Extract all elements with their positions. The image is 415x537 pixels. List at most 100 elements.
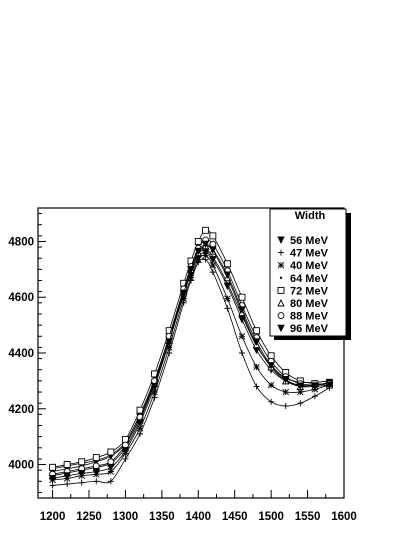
data-point — [179, 289, 188, 298]
data-point — [107, 448, 115, 456]
data-point — [296, 382, 305, 390]
series-line — [52, 258, 330, 486]
data-point — [325, 381, 334, 390]
data-point — [267, 381, 275, 389]
y-tick-label: 4800 — [8, 236, 34, 248]
data-point — [165, 344, 173, 351]
data-point — [107, 478, 114, 485]
legend-label: 47 MeV — [290, 248, 329, 260]
legend-label: 80 MeV — [290, 298, 329, 310]
y-tick-label: 4600 — [8, 292, 34, 304]
data-point — [223, 271, 232, 279]
x-tick-label: 1600 — [331, 511, 357, 523]
legend-marker — [279, 276, 283, 279]
data-point — [49, 482, 56, 489]
data-point — [180, 295, 188, 302]
data-point — [297, 400, 304, 407]
legend-label: 88 MeV — [290, 311, 329, 323]
data-point — [202, 252, 209, 259]
data-point — [252, 338, 261, 346]
data-point — [253, 383, 260, 390]
data-point — [150, 383, 159, 391]
data-point — [268, 398, 275, 405]
y-tick-label: 4200 — [8, 404, 34, 416]
data-point — [194, 256, 202, 263]
legend-marker — [277, 261, 285, 269]
series-line — [52, 229, 330, 468]
data-point — [267, 362, 275, 370]
legend-label: 64 MeV — [290, 273, 329, 285]
data-point — [107, 468, 115, 475]
data-point — [107, 463, 115, 472]
data-point — [282, 388, 290, 396]
series-line — [52, 254, 330, 481]
data-point — [202, 226, 210, 234]
data-point — [121, 447, 130, 455]
series-layer — [48, 226, 334, 489]
legend-marker — [277, 236, 285, 245]
data-point — [281, 376, 290, 384]
series-line — [52, 249, 330, 470]
data-point — [78, 479, 85, 486]
data-point — [63, 461, 71, 468]
data-point — [165, 338, 173, 346]
legend-label: 56 MeV — [290, 235, 329, 247]
data-point — [224, 305, 231, 312]
data-point — [136, 419, 144, 427]
data-point — [194, 247, 203, 256]
data-point — [211, 255, 215, 258]
legend-label: 40 MeV — [290, 260, 329, 272]
legend-marker — [277, 324, 285, 333]
data-point — [151, 388, 158, 396]
data-point — [107, 458, 115, 466]
data-point — [224, 295, 231, 302]
x-tick-label: 1450 — [222, 511, 248, 523]
x-tick-label: 1200 — [40, 511, 66, 523]
data-point — [209, 232, 217, 240]
series-line — [52, 252, 330, 472]
x-tick-label: 1350 — [149, 511, 175, 523]
data-point — [187, 265, 195, 274]
data-point — [151, 370, 159, 378]
data-point — [136, 424, 144, 432]
data-point — [296, 388, 304, 396]
data-point — [122, 455, 129, 462]
legend-label: 72 MeV — [290, 285, 329, 297]
data-point — [209, 246, 217, 254]
x-tick-label: 1300 — [113, 511, 139, 523]
data-point — [78, 458, 86, 466]
data-point — [201, 240, 210, 249]
data-point — [238, 306, 246, 314]
series-line — [52, 239, 330, 475]
data-point — [238, 293, 246, 301]
legend-marker — [278, 249, 284, 256]
axes: 1200 1250 1300 1350 1400 1450 1500 1550 1600 4000… — [8, 213, 357, 523]
data-point — [48, 475, 57, 483]
data-point — [92, 454, 100, 462]
data-point — [204, 248, 207, 252]
data-point — [238, 332, 246, 340]
data-point — [311, 393, 318, 400]
data-point — [137, 430, 143, 437]
data-point — [311, 383, 319, 391]
x-tick-label: 1400 — [185, 511, 211, 523]
legend-marker — [277, 312, 285, 320]
data-point — [194, 238, 202, 245]
data-point — [209, 269, 216, 276]
data-point — [253, 363, 260, 371]
y-tick-label: 4400 — [8, 348, 34, 360]
series-line — [52, 243, 330, 479]
legend-label: 96 MeV — [290, 323, 329, 335]
data-point — [92, 462, 100, 470]
data-point — [64, 481, 71, 488]
x-tick-label: 1550 — [295, 511, 321, 523]
data-point — [209, 261, 217, 269]
series-96-mev — [48, 240, 334, 483]
legend-title: Width — [295, 210, 326, 222]
x-tick-label: 1250 — [76, 511, 102, 523]
x-tick-label: 1500 — [258, 511, 284, 523]
data-point — [239, 350, 245, 356]
data-point — [92, 468, 101, 476]
